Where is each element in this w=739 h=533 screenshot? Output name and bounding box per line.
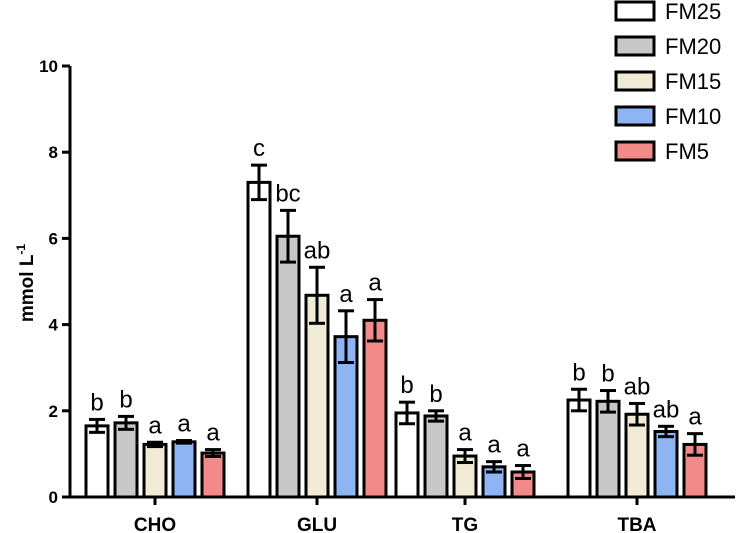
significance-label: a	[516, 436, 530, 463]
x-tick-label: TBA	[617, 515, 656, 533]
y-tick-label: 10	[39, 57, 58, 76]
legend-label: FM15	[665, 69, 721, 94]
significance-label: b	[572, 359, 585, 386]
significance-label: a	[688, 404, 702, 431]
legend-swatch	[614, 140, 656, 162]
legend-swatch	[614, 70, 656, 92]
y-tick-label: 6	[49, 229, 58, 248]
y-axis-unit-superscript: -1	[14, 244, 28, 255]
bar	[653, 429, 679, 499]
bar	[113, 421, 139, 499]
y-axis-title: mmol L-1	[14, 244, 38, 323]
bar	[142, 442, 168, 499]
bar	[423, 414, 449, 499]
significance-label: ab	[624, 373, 651, 400]
bar	[171, 440, 197, 499]
x-tick-label: CHO	[134, 515, 176, 533]
y-axis-label: mmol L-1	[14, 244, 38, 323]
x-tick-label: GLU	[297, 515, 337, 533]
significance-label: a	[177, 411, 191, 438]
bar	[624, 412, 650, 499]
bar	[362, 318, 388, 499]
y-tick-label: 0	[49, 488, 58, 507]
significance-label: c	[253, 135, 265, 162]
bar	[246, 180, 272, 499]
significance-label: bc	[275, 180, 300, 207]
significance-label: a	[206, 420, 220, 447]
bar	[566, 398, 592, 499]
bar	[200, 451, 226, 499]
legend-label: FM10	[665, 104, 721, 129]
x-tick-label: TG	[452, 515, 478, 533]
significance-label: a	[368, 270, 382, 297]
significance-label: a	[487, 432, 501, 459]
legend-swatch	[614, 35, 656, 57]
legend-label: FM5	[665, 139, 709, 164]
bar	[304, 293, 330, 499]
y-tick-label: 8	[49, 143, 58, 162]
significance-label: b	[400, 372, 413, 399]
y-axis-unit: mmol L	[17, 254, 38, 322]
bar	[595, 399, 621, 499]
bar	[394, 411, 420, 499]
significance-label: a	[458, 420, 472, 447]
y-tick-label: 4	[49, 316, 59, 335]
bar	[275, 234, 301, 499]
bar	[84, 424, 110, 499]
significance-label: ab	[653, 396, 680, 423]
significance-label: a	[148, 412, 162, 439]
significance-label: b	[119, 386, 132, 413]
significance-label: ab	[304, 237, 331, 264]
significance-label: b	[601, 361, 614, 388]
legend-swatch	[614, 0, 656, 22]
legend-swatch	[614, 105, 656, 127]
significance-label: a	[339, 281, 353, 308]
y-tick-label: 2	[49, 402, 58, 421]
significance-label: b	[429, 381, 442, 408]
significance-label: b	[90, 389, 103, 416]
legend-label: FM20	[665, 34, 721, 59]
legend: FM25 FM20 FM15 FM10 FM5	[614, 0, 721, 164]
legend-label: FM25	[665, 0, 721, 24]
